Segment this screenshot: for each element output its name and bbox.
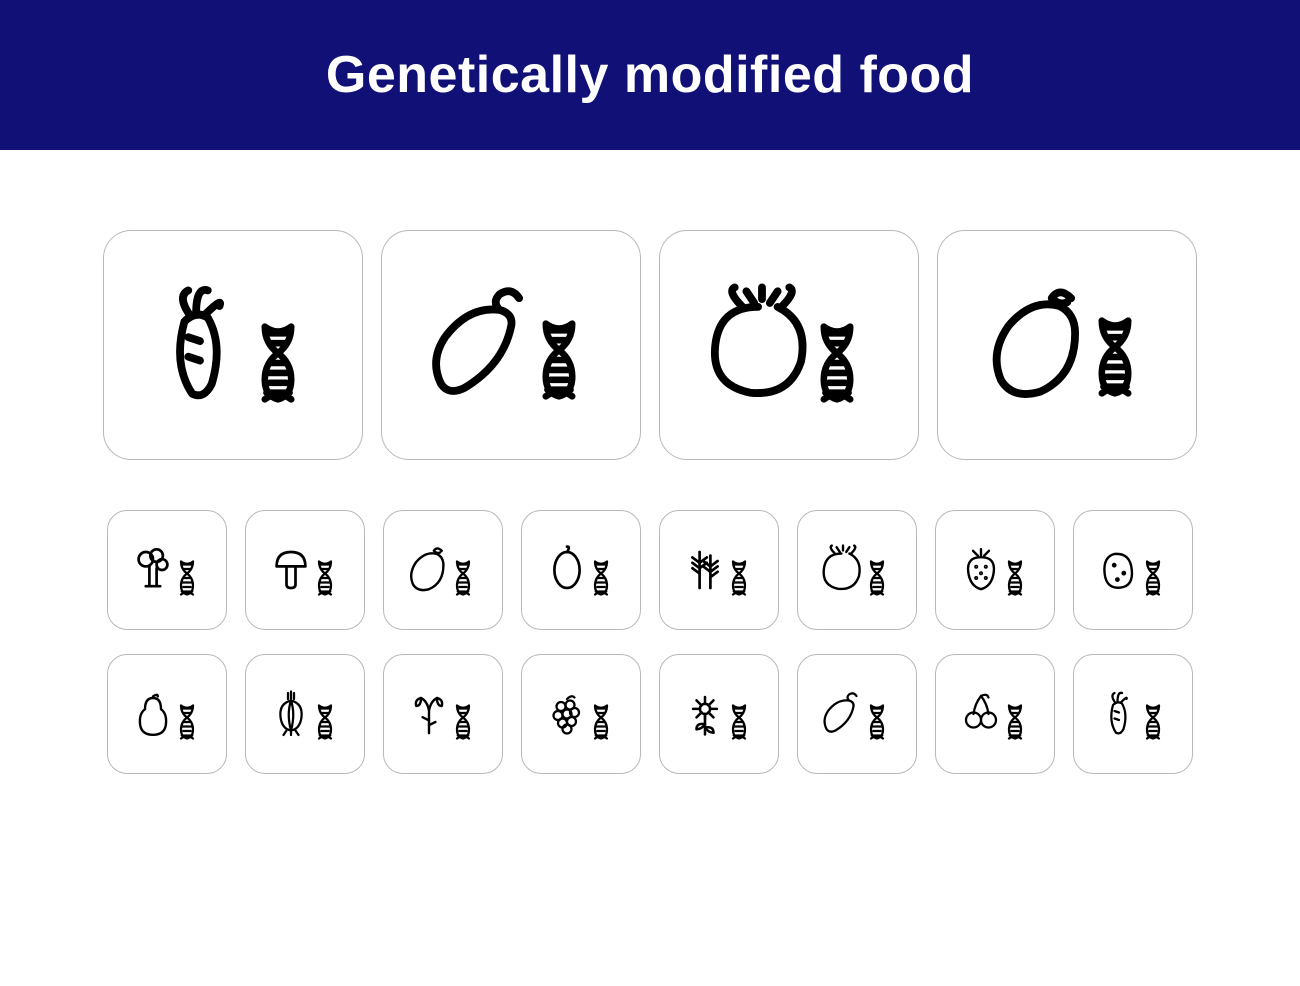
tile-lemon-dna	[521, 510, 641, 630]
chili-dna-icon	[421, 265, 601, 425]
broccoli-dna-icon	[122, 525, 212, 615]
tile-pear-dna	[107, 654, 227, 774]
cherry-dna-icon	[950, 669, 1040, 759]
strawberry-dna-icon	[950, 525, 1040, 615]
tile-tomato-dna-small	[797, 510, 917, 630]
tile-strawberry-dna	[935, 510, 1055, 630]
page-title: Genetically modified food	[326, 45, 974, 105]
pear-dna-icon	[122, 669, 212, 759]
eggplant-dna-icon	[977, 265, 1157, 425]
icon-grid	[0, 150, 1300, 838]
tile-tomato-dna	[659, 230, 919, 460]
tile-herb-dna	[383, 654, 503, 774]
tile-onion-dna	[245, 654, 365, 774]
tile-broccoli-dna	[107, 510, 227, 630]
tile-cherry-dna	[935, 654, 1055, 774]
mushroom-dna-icon	[260, 525, 350, 615]
tomato-dna-icon	[812, 525, 902, 615]
sunflower-dna-icon	[674, 669, 764, 759]
tomato-dna-icon	[699, 265, 879, 425]
tile-wheat-dna	[659, 510, 779, 630]
eggplant-dna-icon	[398, 525, 488, 615]
large-icon-row	[100, 230, 1200, 460]
herb-dna-icon	[398, 669, 488, 759]
tile-potato-dna	[1073, 510, 1193, 630]
tile-chili-dna	[381, 230, 641, 460]
small-icon-row-2	[100, 654, 1200, 774]
small-icon-row-1	[100, 510, 1200, 630]
tile-mushroom-dna	[245, 510, 365, 630]
tile-grapes-dna	[521, 654, 641, 774]
carrot-dna-icon	[1088, 669, 1178, 759]
potato-dna-icon	[1088, 525, 1178, 615]
onion-dna-icon	[260, 669, 350, 759]
lemon-dna-icon	[536, 525, 626, 615]
chili-dna-icon	[812, 669, 902, 759]
carrot-dna-icon	[143, 265, 323, 425]
tile-carrot-dna-small	[1073, 654, 1193, 774]
wheat-dna-icon	[674, 525, 764, 615]
tile-eggplant-dna-small	[383, 510, 503, 630]
grapes-dna-icon	[536, 669, 626, 759]
tile-sunflower-dna	[659, 654, 779, 774]
tile-carrot-dna	[103, 230, 363, 460]
header-banner: Genetically modified food	[0, 0, 1300, 150]
tile-eggplant-dna	[937, 230, 1197, 460]
tile-chili-dna-small	[797, 654, 917, 774]
